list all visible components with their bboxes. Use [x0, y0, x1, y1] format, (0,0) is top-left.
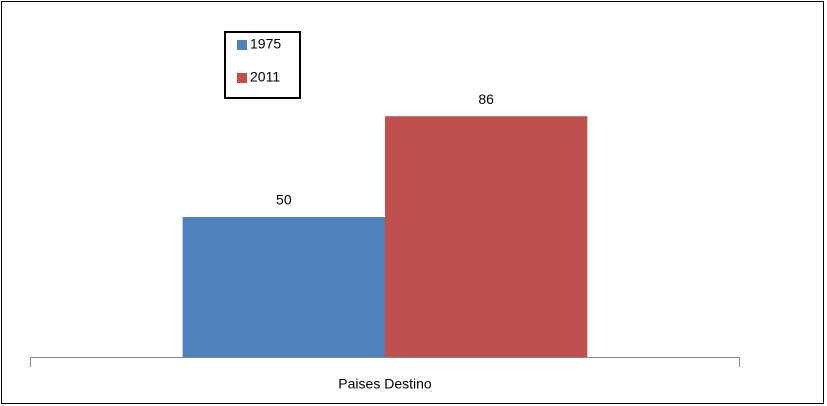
legend-swatch: [237, 40, 247, 50]
legend-label: 2011: [250, 69, 280, 85]
data-label: 50: [276, 192, 292, 208]
bar: [385, 116, 588, 357]
x-tick-label: Paises Destino: [338, 376, 432, 392]
legend-label: 1975: [250, 36, 281, 52]
data-label: 86: [478, 91, 494, 107]
legend-swatch: [237, 73, 247, 83]
bar: [182, 217, 385, 357]
